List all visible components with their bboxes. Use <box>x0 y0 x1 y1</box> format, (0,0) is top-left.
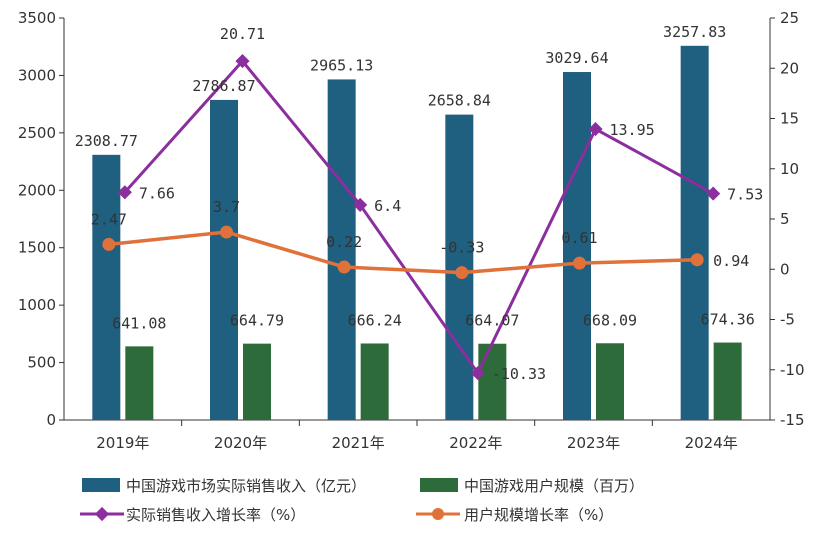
line-revenue-growth <box>123 58 714 377</box>
data-label-revenue: 3029.64 <box>545 49 608 67</box>
y-left-tick-label: 3500 <box>18 9 56 27</box>
data-labels: 2308.77 2786.87 2965.13 2658.84 3029.64 3257.… <box>75 23 764 383</box>
bar-revenue <box>92 154 121 420</box>
data-label-user-growth: 0.61 <box>561 229 597 247</box>
data-label-user-growth: 2.47 <box>91 210 127 228</box>
legend-item-user-growth: 用户规模增长率（%） <box>416 506 613 524</box>
data-label-user-growth: 0.94 <box>713 252 749 270</box>
data-label-users: 664.79 <box>230 312 284 330</box>
line-user-growth <box>108 230 698 275</box>
bar-users <box>478 343 507 420</box>
marker-user-growth <box>102 237 116 251</box>
bars <box>92 45 742 421</box>
y-right-tick-label: 0 <box>780 260 790 278</box>
legend-marker-user-growth <box>432 508 444 520</box>
x-tick-label: 2021年 <box>332 434 385 452</box>
y-left-tick-label: 2500 <box>18 124 56 142</box>
data-label-revenue-growth: 7.53 <box>727 186 763 204</box>
data-label-revenue-growth: -10.33 <box>492 365 546 383</box>
y-left-tick-label: 3000 <box>18 66 56 84</box>
bar-users <box>125 346 154 420</box>
data-label-revenue-growth: 7.66 <box>139 184 175 202</box>
y-right-tick-label: 10 <box>780 160 799 178</box>
marker-user-growth <box>337 260 351 274</box>
legend-label-users: 中国游戏用户规模（百万） <box>464 477 644 495</box>
bar-users <box>243 343 271 420</box>
bar-users <box>596 343 624 420</box>
y-right-tick-label: -5 <box>780 311 795 329</box>
x-tick-label: 2022年 <box>449 434 502 452</box>
marker-user-growth <box>690 253 704 267</box>
x-tick-label: 2020年 <box>214 434 267 452</box>
y-right-tick-label: 25 <box>780 9 799 27</box>
data-label-revenue-growth: 6.4 <box>374 197 401 215</box>
marker-user-growth <box>455 266 469 280</box>
legend-item-users: 中国游戏用户规模（百万） <box>420 477 644 495</box>
legend-item-revenue-growth: 实际销售收入增长率（%） <box>80 506 305 524</box>
legend-swatch-revenue <box>82 478 120 492</box>
bar-revenue <box>327 79 356 420</box>
y-left-tick-label: 1000 <box>18 296 56 314</box>
legend-label-user-growth: 用户规模增长率（%） <box>464 506 613 524</box>
data-label-revenue: 2308.77 <box>75 132 138 150</box>
legend: 中国游戏市场实际销售收入（亿元） 中国游戏用户规模（百万） 实际销售收入增长率（… <box>80 477 644 524</box>
y-right-tick-label: -15 <box>780 411 805 429</box>
data-label-revenue: 3257.83 <box>663 23 726 41</box>
data-label-users: 641.08 <box>112 314 166 332</box>
marker-revenue-growth <box>353 197 368 213</box>
y-right-tick-label: -10 <box>780 361 805 379</box>
x-tick-label: 2019年 <box>96 434 149 452</box>
marker-user-growth <box>573 256 586 270</box>
legend-marker-revenue-growth <box>94 506 110 522</box>
data-label-users: 674.36 <box>701 311 755 329</box>
data-label-users: 666.24 <box>348 311 402 329</box>
data-label-revenue: 2786.87 <box>192 77 255 95</box>
y-right-tick-label: 5 <box>780 210 790 228</box>
bar-users <box>713 342 742 420</box>
axes: 0 500 1000 1500 2000 2500 3000 3500 -15 -10 -5 0 5 10… <box>18 9 805 452</box>
data-label-revenue: 2658.84 <box>428 92 491 110</box>
bar-revenue <box>210 99 238 420</box>
lines <box>102 54 721 381</box>
marker-revenue-growth <box>706 186 721 201</box>
x-tick-label: 2023年 <box>567 434 620 452</box>
data-label-user-growth: 3.7 <box>213 198 240 216</box>
y-left-tick-label: 500 <box>27 354 56 372</box>
legend-swatch-users <box>420 478 458 492</box>
marker-user-growth <box>220 225 233 239</box>
legend-label-revenue: 中国游戏市场实际销售收入（亿元） <box>126 477 366 495</box>
data-label-user-growth: -0.33 <box>439 239 484 257</box>
bar-revenue <box>563 72 591 421</box>
data-label-revenue: 2965.13 <box>310 56 373 74</box>
y-left-tick-label: 0 <box>46 411 56 429</box>
legend-label-revenue-growth: 实际销售收入增长率（%） <box>126 506 305 524</box>
y-right-tick-label: 15 <box>780 110 799 128</box>
data-label-revenue-growth: 13.95 <box>610 121 655 139</box>
legend-item-revenue: 中国游戏市场实际销售收入（亿元） <box>82 477 366 495</box>
bar-revenue <box>680 45 709 421</box>
data-label-user-growth: 0.22 <box>326 233 362 251</box>
marker-revenue-growth <box>588 121 603 137</box>
y-left-tick-label: 2000 <box>18 181 56 199</box>
bar-users <box>360 343 389 420</box>
data-label-users: 668.09 <box>583 311 637 329</box>
y-left-tick-label: 1500 <box>18 239 56 257</box>
x-tick-label: 2024年 <box>685 434 738 452</box>
y-right-tick-label: 20 <box>780 59 799 77</box>
data-label-users: 664.07 <box>465 312 519 330</box>
marker-revenue-growth <box>470 365 485 381</box>
data-label-revenue-growth: 20.71 <box>220 25 265 43</box>
